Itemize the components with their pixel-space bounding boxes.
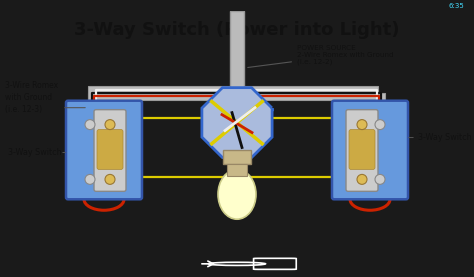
Text: 6:35: 6:35: [449, 2, 465, 9]
Bar: [244, 86, 378, 100]
FancyBboxPatch shape: [94, 110, 126, 191]
Text: POWER SOURCE
2-Wire Romex with Ground
(i.e. 12-2): POWER SOURCE 2-Wire Romex with Ground (i…: [248, 45, 393, 68]
Text: 3-Way Switch: 3-Way Switch: [418, 133, 472, 142]
Bar: [227, 165, 247, 176]
Circle shape: [375, 120, 385, 130]
Text: 3-Way Switch (Power into Light): 3-Way Switch (Power into Light): [74, 21, 400, 39]
Circle shape: [375, 175, 385, 184]
Bar: [223, 150, 251, 165]
Polygon shape: [202, 88, 272, 158]
FancyBboxPatch shape: [97, 130, 123, 170]
Circle shape: [105, 175, 115, 184]
Bar: [230, 11, 244, 93]
Ellipse shape: [218, 170, 256, 219]
FancyBboxPatch shape: [332, 101, 408, 199]
Bar: [88, 93, 102, 152]
Circle shape: [357, 175, 367, 184]
FancyBboxPatch shape: [66, 101, 142, 199]
Circle shape: [85, 120, 95, 130]
Text: 3-Wire Romex
with Ground
(i.e. 12-3): 3-Wire Romex with Ground (i.e. 12-3): [5, 81, 58, 114]
Text: 3-Way Switch: 3-Way Switch: [8, 148, 62, 157]
FancyBboxPatch shape: [346, 110, 378, 191]
Bar: [88, 86, 237, 100]
Circle shape: [85, 175, 95, 184]
FancyBboxPatch shape: [349, 130, 375, 170]
Bar: [371, 93, 385, 152]
Circle shape: [105, 120, 115, 130]
Circle shape: [357, 120, 367, 130]
